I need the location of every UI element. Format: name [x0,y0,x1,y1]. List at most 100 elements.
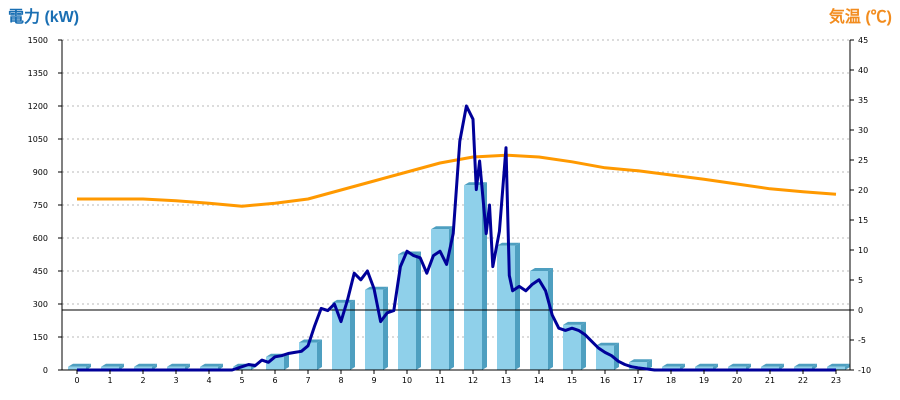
bar-front [596,345,614,370]
x-tick-label: 22 [798,376,808,385]
bar-14 [530,268,553,370]
bar-top [761,363,784,367]
bar-side [185,363,190,370]
bar-side [119,363,124,370]
bar-21 [761,363,784,370]
power-line [77,104,836,372]
bar-front [101,366,119,370]
temperature-line [77,153,837,208]
bar-top [794,363,817,367]
bar-top [827,363,850,367]
bar-top [431,226,454,230]
bar-front [695,366,713,370]
left-tick-label: 1500 [28,36,48,45]
bar-top [101,363,124,367]
x-tick-label: 13 [501,376,511,385]
bar-side [383,286,388,370]
bar-front [563,324,581,370]
x-tick-label: 15 [567,376,577,385]
x-tick-label: 5 [239,376,244,385]
bar-22 [794,363,817,370]
bar-front [398,254,416,370]
bar-side [449,226,454,370]
bar-front [431,229,449,370]
right-tick-label: 45 [858,36,868,45]
right-tick-label: -10 [858,366,871,375]
bar-side [515,242,520,370]
bar-front [167,366,185,370]
right-tick-label: -5 [858,336,866,345]
bar-front [761,366,779,370]
bar-11 [431,226,454,370]
bar-top [200,363,223,367]
left-tick-label: 600 [33,234,48,243]
bar-0 [68,363,91,370]
bar-top [695,363,718,367]
right-tick-label: 40 [858,66,868,75]
x-tick-label: 3 [173,376,178,385]
left-tick-label: 150 [33,333,48,342]
bar-front [530,271,548,370]
bar-top [728,363,751,367]
x-tick-label: 19 [699,376,709,385]
right-tick-label: 25 [858,156,868,165]
left-tick-label: 450 [33,267,48,276]
right-axis-ticks: -10 -5 0 5 10 15 20 25 30 35 40 45 [850,36,871,375]
x-tick-label: 9 [371,376,376,385]
x-axis-ticks: 0 1 2 3 4 5 6 7 8 9 10 11 12 13 14 15 16 17 18 19 20 21 22 23 [74,370,841,385]
bar-front [332,302,350,370]
bar-top [662,363,685,367]
bar-19 [695,363,718,370]
bar-16 [596,342,619,370]
x-tick-label: 4 [206,376,211,385]
left-axis-ticks: 0 150 300 450 600 750 900 1050 1200 1350 1500 [28,36,62,375]
left-tick-label: 300 [33,300,48,309]
bar-side [845,363,850,370]
bar-front [464,185,482,370]
x-tick-label: 1 [107,376,112,385]
right-tick-label: 35 [858,96,868,105]
right-axis-title: 気温 (℃) [829,7,892,26]
bar-front [728,366,746,370]
bar-20 [728,363,751,370]
bar-side [812,363,817,370]
x-tick-label: 14 [534,376,544,385]
bar-1 [101,363,124,370]
bar-side [350,299,355,370]
left-tick-label: 1200 [28,102,48,111]
bar-side [152,363,157,370]
x-tick-label: 16 [600,376,610,385]
x-tick-label: 2 [140,376,145,385]
x-tick-label: 20 [732,376,742,385]
bar-side [779,363,784,370]
power-bars [68,182,850,370]
gridlines [62,39,850,338]
bar-front [629,362,647,370]
right-tick-label: 5 [858,276,863,285]
bar-front [827,366,845,370]
bar-top [563,321,586,325]
left-tick-label: 0 [43,366,48,375]
bar-front [365,289,383,370]
x-tick-label: 10 [402,376,412,385]
left-tick-label: 1350 [28,69,48,78]
bar-7 [299,339,322,370]
right-tick-label: 15 [858,216,868,225]
bar-side [86,363,91,370]
bar-3 [167,363,190,370]
bar-side [746,363,751,370]
bar-side [317,339,322,370]
x-tick-label: 21 [765,376,775,385]
x-tick-label: 17 [633,376,643,385]
bar-4 [200,363,223,370]
left-tick-label: 900 [33,168,48,177]
x-tick-label: 12 [468,376,478,385]
series-lines [77,104,837,372]
right-tick-label: 10 [858,246,868,255]
bar-front [662,366,680,370]
bar-side [581,321,586,370]
bar-front [68,366,86,370]
x-tick-label: 6 [272,376,277,385]
bar-side [218,363,223,370]
bar-top [68,363,91,367]
